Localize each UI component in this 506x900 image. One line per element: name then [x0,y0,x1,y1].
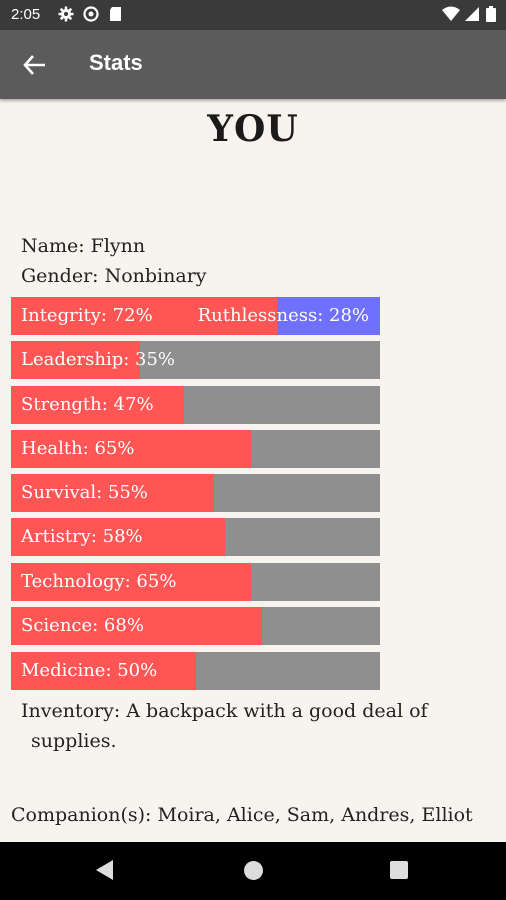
stat-bar-leadership: Leadership: 35% [11,341,380,379]
inventory-text: Inventory: A backpack with a good deal o… [21,700,428,752]
stat-bar-survival: Survival: 55% [11,474,380,512]
app-bar: Stats [0,30,506,99]
home-circle-icon[interactable] [244,861,263,880]
stat-fill [11,652,196,690]
stat-label: Artistry: 58% [21,526,143,547]
integrity-ruthlessness-bar: Integrity: 72% Ruthlessness: 28% [11,297,380,335]
signal-icon [464,6,480,22]
stat-fill [11,474,214,512]
stat-label: Medicine: 50% [21,660,158,681]
back-button[interactable] [20,50,50,80]
sd-card-icon [108,6,124,22]
stat-bar-science: Science: 68% [11,607,380,645]
stat-label: Technology: 65% [21,571,177,592]
stat-bar-technology: Technology: 65% [11,563,380,601]
stat-fill [11,607,262,645]
back-triangle-icon[interactable] [96,860,113,880]
gear-icon [58,6,74,22]
name-text: Name: Flynn [21,235,146,257]
integrity-fill [11,297,277,335]
stat-bar-medicine: Medicine: 50% [11,652,380,690]
stat-bar-strength: Strength: 47% [11,386,380,424]
gender-text: Gender: Nonbinary [21,265,207,287]
stat-label: Survival: 55% [21,482,148,503]
ruthlessness-label: Ruthlessness: 28% [197,305,369,326]
status-time: 2:05 [11,6,41,23]
stat-label: Health: 65% [21,438,135,459]
status-bar: 2:05 [0,0,506,30]
companions-text: Companion(s): Moira, Alice, Sam, Andres,… [11,804,473,826]
recents-square-icon[interactable] [390,861,408,879]
ruthlessness-fill [276,297,380,335]
system-nav-bar [0,842,506,900]
stat-fill [11,386,185,424]
you-heading: YOU [207,108,299,150]
wifi-icon [442,6,460,22]
stat-label: Leadership: 35% [21,349,176,370]
stat-label: Science: 68% [21,615,144,636]
stat-fill [11,430,251,468]
sync-icon [83,6,99,22]
stat-bar-artistry: Artistry: 58% [11,518,380,556]
battery-icon [486,6,496,22]
stat-fill [11,341,141,379]
page-title: Stats [89,50,143,75]
stat-fill [11,518,226,556]
stat-fill [11,563,251,601]
arrow-left-icon [23,55,45,75]
stat-label: Strength: 47% [21,394,154,415]
stat-bar-health: Health: 65% [11,430,380,468]
integrity-label: Integrity: 72% [21,305,153,326]
